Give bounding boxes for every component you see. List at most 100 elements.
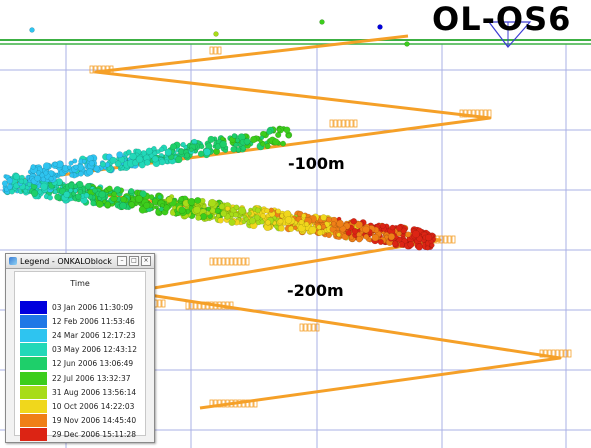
event-point [164, 148, 172, 156]
legend-swatch [20, 357, 47, 371]
event-point [35, 170, 42, 176]
tunnel-marker [157, 299, 162, 308]
tunnel-marker [97, 65, 102, 74]
surface-events [29, 19, 410, 47]
event-point [336, 219, 345, 228]
legend-window[interactable]: Legend - ONKALOblock – □ × Time 03 Jan 2… [5, 253, 155, 443]
event-point [54, 193, 62, 201]
surface-event-point [29, 27, 35, 33]
tunnel-marker [209, 257, 214, 266]
tunnel-marker [229, 257, 234, 266]
event-point [116, 151, 124, 159]
event-point [145, 147, 153, 155]
event-point [111, 191, 117, 197]
legend-item-label: 22 Jul 2006 13:32:37 [52, 373, 131, 383]
maximize-button[interactable]: □ [129, 256, 139, 266]
event-point [113, 185, 122, 194]
event-point [63, 191, 71, 198]
event-point [265, 219, 271, 226]
event-point [231, 133, 238, 139]
legend-item: 31 Aug 2006 13:56:14 [20, 385, 137, 399]
tunnel-marker [307, 323, 312, 332]
event-point [138, 205, 147, 214]
tunnel-marker [539, 349, 544, 358]
event-point [158, 146, 165, 153]
legend-item-label: 12 Feb 2006 11:53:46 [52, 316, 135, 326]
event-point [316, 224, 322, 230]
event-point [387, 233, 396, 241]
legend-titlebar[interactable]: Legend - ONKALOblock – □ × [6, 254, 154, 269]
tunnel-marker [567, 349, 572, 358]
tunnel-marker [241, 257, 246, 266]
event-point [158, 206, 164, 212]
event-point [266, 128, 273, 135]
tunnel-marker [213, 257, 218, 266]
legend-swatch [20, 300, 47, 314]
event-point [151, 146, 157, 152]
depth-label-100: -100m [288, 154, 345, 173]
tunnel-marker [221, 399, 226, 408]
tunnel-marker [237, 257, 242, 266]
event-point [119, 201, 127, 210]
legend-column-header: Time [70, 279, 90, 288]
event-point [259, 135, 265, 141]
surface-event-point [377, 24, 383, 30]
tunnel-marker [185, 301, 190, 310]
legend-swatch [20, 371, 47, 385]
tunnel-marker [349, 119, 354, 128]
event-point [34, 174, 41, 182]
event-point [214, 207, 221, 214]
event-point [151, 155, 159, 163]
tunnel-marker [253, 399, 258, 408]
event-point [198, 143, 205, 150]
event-point [362, 225, 370, 234]
surface-event-point [319, 19, 325, 25]
tunnel-marker [217, 257, 222, 266]
event-point [400, 227, 407, 234]
tunnel-marker [209, 46, 214, 55]
tunnel-marker [563, 349, 568, 358]
legend-swatch [20, 385, 47, 399]
legend-item: 24 Mar 2006 12:17:23 [20, 328, 137, 342]
tunnel-marker [303, 323, 308, 332]
event-point [13, 173, 21, 181]
event-cloud [1, 125, 437, 251]
tunnel-marker [439, 235, 444, 244]
legend-swatch [20, 428, 47, 442]
tunnel-marker [459, 109, 464, 118]
legend-item-label: 10 Oct 2006 14:22:03 [52, 401, 135, 411]
tunnel-marker [337, 119, 342, 128]
event-point [301, 213, 307, 219]
tunnel-marker [101, 65, 106, 74]
event-point [106, 185, 113, 192]
event-point [83, 192, 90, 199]
legend-window-title: Legend - ONKALOblock [20, 256, 112, 266]
tunnel-marker [197, 301, 202, 310]
event-point [351, 227, 359, 235]
event-point [247, 211, 252, 216]
event-point [217, 217, 224, 224]
ground-surface-lines [0, 39, 591, 45]
event-point [215, 213, 221, 219]
event-point [165, 196, 173, 203]
legend-item-label: 12 Jun 2006 13:06:49 [52, 359, 134, 369]
event-point [73, 164, 79, 170]
event-point [396, 231, 402, 237]
minimize-button[interactable]: – [117, 256, 127, 266]
close-button[interactable]: × [141, 256, 151, 266]
tunnel-marker [233, 257, 238, 266]
legend-item: 10 Oct 2006 14:22:03 [20, 399, 137, 413]
tunnel-marker [447, 235, 452, 244]
event-point [86, 168, 94, 176]
event-point [395, 224, 403, 232]
event-point [158, 158, 166, 166]
event-point [13, 182, 20, 190]
event-point [18, 178, 25, 185]
tunnel-marker [299, 323, 304, 332]
event-point [68, 188, 74, 193]
event-point [264, 143, 271, 150]
event-point [180, 141, 186, 148]
event-point [220, 210, 227, 217]
event-point [157, 194, 163, 200]
legend-item: 03 May 2006 12:43:12 [20, 343, 137, 357]
